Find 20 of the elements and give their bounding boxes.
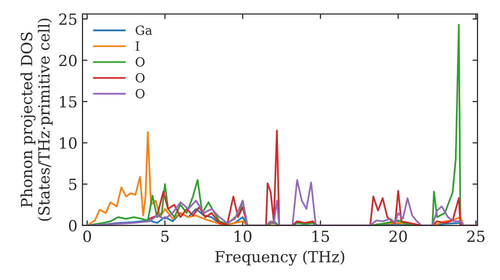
y-tick-label: 25: [59, 13, 76, 25]
x-tick-label: 15: [312, 230, 329, 242]
x-tick-label: 25: [467, 230, 484, 242]
legend-label: O: [136, 88, 145, 98]
x-tick-label: 20: [390, 230, 407, 242]
y-tick-label: 5: [69, 178, 76, 190]
y-tick-label: 15: [60, 96, 76, 108]
legend-label: O: [136, 57, 145, 67]
legend-label: Ga: [136, 25, 152, 35]
x-tick-label: 10: [234, 230, 252, 242]
legend-label: O: [136, 73, 145, 82]
legend-label: I: [136, 41, 140, 51]
y-tick-label: 0: [68, 220, 77, 232]
x-tick-label: 0: [83, 230, 92, 242]
line-series: [86, 179, 477, 226]
y-axis-title: Phonon projected DOS (States/THz·primitive cell): [20, 18, 53, 221]
y-tick-label: 20: [59, 54, 77, 66]
y-tick-label: 10: [60, 137, 77, 149]
x-tick-label: 5: [161, 230, 169, 242]
x-axis-title: Frequency (THz): [215, 250, 344, 266]
